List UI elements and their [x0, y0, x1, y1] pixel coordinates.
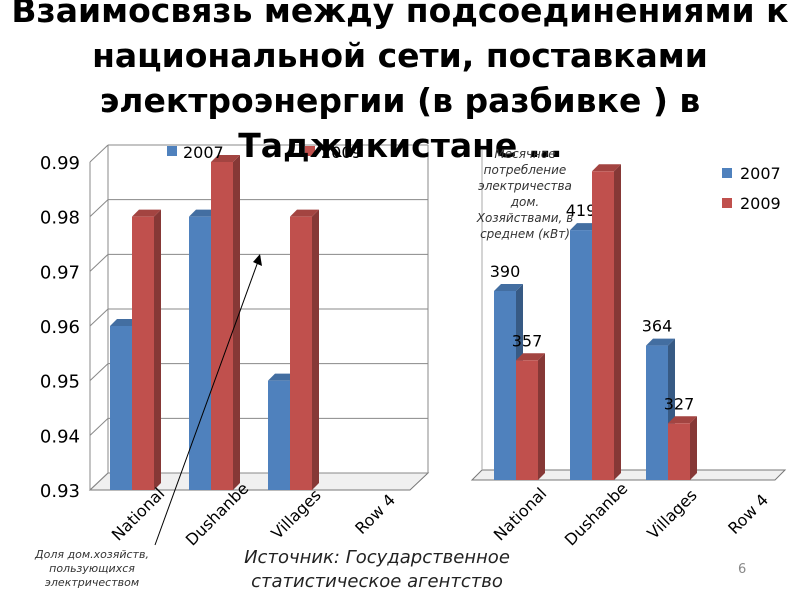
- legend-swatch: [722, 168, 732, 178]
- bar-front: [268, 380, 290, 490]
- bar-front: [211, 162, 233, 490]
- bar-2009-Villages: [668, 416, 697, 480]
- bar-front: [189, 216, 211, 490]
- x-tick-label: Row 4: [724, 490, 772, 538]
- legend-swatch: [167, 146, 177, 156]
- bar-2009-Dushanbe: [211, 155, 240, 490]
- legend-label: 2007: [183, 143, 224, 162]
- gridline-diagonal: [89, 417, 109, 436]
- bar-top: [132, 209, 161, 217]
- data-label: 327: [664, 394, 695, 413]
- data-label: 357: [512, 331, 543, 350]
- bar-side: [690, 416, 697, 480]
- y-tick-label: 0.97: [40, 262, 80, 283]
- data-label: 419: [566, 201, 597, 220]
- bar-front: [668, 423, 690, 480]
- bar-front: [290, 216, 312, 490]
- data-label: 390: [490, 262, 521, 281]
- x-tick-label: National: [490, 484, 551, 545]
- y-tick-label: 0.98: [40, 208, 80, 229]
- source-text: Источник: Государственное статистическое…: [244, 547, 510, 592]
- x-tick-label: Villages: [643, 485, 700, 542]
- gridline-diagonal: [89, 472, 109, 491]
- bar-front: [516, 360, 538, 480]
- bar-2009-Dushanbe: [592, 164, 621, 481]
- bar-2009-Villages: [290, 209, 319, 490]
- bar-front: [132, 216, 154, 490]
- bar-top: [110, 319, 139, 326]
- left-footnote: Доля дом.хозяйств, пользующихся электрич…: [35, 548, 149, 589]
- bar-front: [110, 326, 132, 490]
- bar-top: [570, 223, 599, 231]
- y-tick-label: 0.96: [40, 317, 80, 338]
- x-tick-label: Villages: [267, 485, 324, 542]
- bar-top: [189, 209, 218, 217]
- gridline-diagonal: [89, 253, 109, 272]
- bar-top: [211, 155, 240, 162]
- annotation-arrow: [154, 255, 261, 546]
- bar-front: [494, 291, 516, 480]
- slide-title: Взаимосвязь между подсоединениями к наци…: [11, 0, 789, 165]
- gridline-diagonal: [89, 363, 109, 382]
- bar-front: [646, 345, 668, 480]
- bar-top: [646, 338, 675, 346]
- legend-swatch: [305, 146, 315, 156]
- bar-front: [570, 230, 592, 480]
- legend-label: 2009: [321, 143, 362, 162]
- bar-top: [268, 373, 297, 381]
- data-label: 364: [642, 317, 673, 336]
- x-tick-label: National: [108, 484, 169, 545]
- bar-side: [538, 353, 545, 480]
- y-tick-label: 0.95: [40, 372, 80, 393]
- bar-top: [592, 164, 621, 172]
- gridline-diagonal: [89, 308, 109, 327]
- bar-top: [494, 284, 523, 291]
- x-tick-label: Dushanbe: [561, 479, 632, 550]
- legend-swatch: [722, 198, 732, 208]
- bar-2009-National: [132, 209, 161, 490]
- legend: 2007 2009: [167, 143, 362, 162]
- bar-side: [233, 155, 240, 490]
- right-annotation: Месячное потребление электричества дом. …: [476, 147, 574, 241]
- bar-side: [312, 209, 319, 490]
- bar-side: [154, 209, 161, 490]
- bar-top: [516, 353, 545, 361]
- bar-top: [668, 416, 697, 424]
- y-tick-label: 0.99: [40, 153, 80, 174]
- legend: 2007 2009: [722, 164, 781, 213]
- bar-side: [614, 164, 621, 481]
- y-tick-label: 0.94: [40, 426, 80, 447]
- y-tick-label: 0.93: [40, 481, 80, 502]
- bar-front: [592, 171, 614, 481]
- annotation-arrowhead-icon: [253, 254, 262, 266]
- page-number: 6: [738, 562, 747, 577]
- x-tick-label: Row 4: [351, 490, 399, 538]
- bar-2009-National: [516, 353, 545, 480]
- legend-label: 2009: [740, 194, 781, 213]
- gridline-diagonal: [89, 199, 109, 218]
- gridline-diagonal: [89, 144, 109, 163]
- legend-label: 2007: [740, 164, 781, 183]
- bar-top: [290, 209, 319, 217]
